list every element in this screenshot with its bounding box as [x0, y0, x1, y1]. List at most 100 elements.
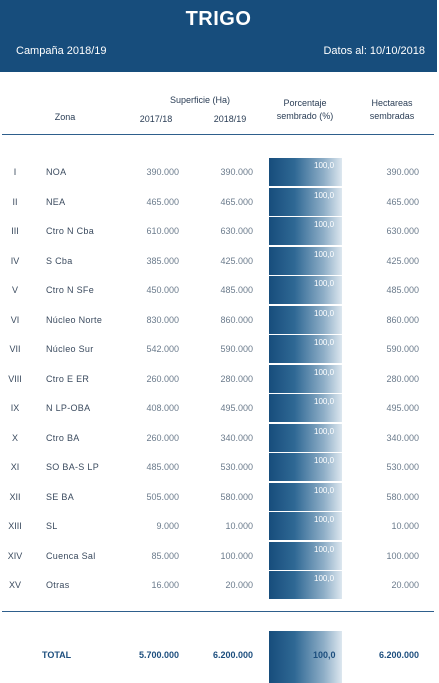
- zone-name: SE BA: [46, 492, 75, 502]
- percentage-label: 100,0: [314, 515, 335, 524]
- superficie-2018: 465.000: [220, 197, 253, 207]
- report-header: TRIGO Campaña 2018/19 Datos al: 10/10/20…: [0, 0, 437, 72]
- hectareas-sembradas: 100.000: [386, 551, 419, 561]
- zone-number: X: [11, 433, 18, 443]
- percentage-label: 100,0: [314, 220, 335, 229]
- zone-name: Núcleo Sur: [46, 344, 94, 354]
- hectareas-sembradas: 340.000: [386, 433, 419, 443]
- zone-number: XV: [8, 580, 21, 590]
- hectareas-sembradas: 580.000: [386, 492, 419, 502]
- table-row: XI SO BA-S LP 485.000 530.000 530.000: [0, 453, 439, 482]
- percentage-label: 100,0: [314, 456, 335, 465]
- table-row: II NEA 465.000 465.000 465.000: [0, 188, 439, 217]
- percentage-label: 100,0: [314, 427, 335, 436]
- percentage-label: 100,0: [314, 338, 335, 347]
- hectareas-sembradas: 485.000: [386, 285, 419, 295]
- superficie-2018: 580.000: [220, 492, 253, 502]
- superficie-2018: 340.000: [220, 433, 253, 443]
- percentage-bar: [269, 188, 342, 216]
- col-header-superficie: Superficie (Ha): [169, 95, 231, 105]
- percentage-bar: [269, 158, 342, 186]
- report-title: TRIGO: [185, 8, 252, 30]
- col-header-hectareas: Hectareas sembradas: [350, 97, 434, 123]
- percentage-label: 100,0: [314, 574, 335, 583]
- zone-name: Cuenca Sal: [46, 551, 96, 561]
- superficie-2017: 390.000: [146, 167, 179, 177]
- total-hectareas: 6.200.000: [378, 650, 419, 660]
- superficie-2017: 450.000: [146, 285, 179, 295]
- col-header-zona: Zona: [54, 112, 76, 122]
- col-header-porcentaje-line1: Porcentaje: [283, 98, 327, 108]
- zone-name: Ctro N Cba: [46, 226, 95, 236]
- zone-number: XI: [10, 462, 20, 472]
- hectareas-sembradas: 630.000: [386, 226, 419, 236]
- percentage-label: 100,0: [314, 486, 335, 495]
- table-row: IX N LP-OBA 408.000 495.000 495.000: [0, 394, 439, 423]
- superficie-2017: 610.000: [146, 226, 179, 236]
- zone-name: NEA: [46, 197, 66, 207]
- superficie-2018: 10.000: [225, 521, 253, 531]
- table-row: XV Otras 16.000 20.000 20.000: [0, 571, 439, 600]
- zone-number: XII: [9, 492, 21, 502]
- superficie-2017: 830.000: [146, 315, 179, 325]
- percentage-bar: [269, 542, 342, 570]
- total-superficie-2018: 6.200.000: [212, 650, 253, 660]
- hectareas-sembradas: 390.000: [386, 167, 419, 177]
- percentage-bar: [269, 483, 342, 511]
- superficie-2017: 542.000: [146, 344, 179, 354]
- percentage-label: 100,0: [314, 191, 335, 200]
- zone-number: XIII: [8, 521, 22, 531]
- percentage-label: 100,0: [314, 397, 335, 406]
- percentage-bar: [269, 512, 342, 540]
- percentage-bar: [269, 394, 342, 422]
- table-row: XIV Cuenca Sal 85.000 100.000 100.000: [0, 542, 439, 571]
- zone-number: III: [11, 226, 19, 236]
- hectareas-sembradas: 465.000: [386, 197, 419, 207]
- zone-name: Ctro N SFe: [46, 285, 95, 295]
- superficie-2018: 485.000: [220, 285, 253, 295]
- hectareas-sembradas: 10.000: [391, 521, 419, 531]
- hectareas-sembradas: 20.000: [391, 580, 419, 590]
- superficie-2017: 260.000: [146, 374, 179, 384]
- superficie-2017: 260.000: [146, 433, 179, 443]
- superficie-2018: 530.000: [220, 462, 253, 472]
- superficie-2018: 495.000: [220, 403, 253, 413]
- table-row: IV S Cba 385.000 425.000 425.000: [0, 247, 439, 276]
- col-header-hectareas-line1: Hectareas: [371, 98, 413, 108]
- zone-number: VIII: [8, 374, 22, 384]
- zone-number: I: [13, 167, 17, 177]
- table-row: X Ctro BA 260.000 340.000 340.000: [0, 424, 439, 453]
- percentage-bar: [269, 571, 342, 599]
- percentage-bar: [269, 217, 342, 245]
- zone-number: V: [11, 285, 18, 295]
- zone-number: VI: [10, 315, 20, 325]
- zone-name: N LP-OBA: [46, 403, 91, 413]
- percentage-bar: [269, 247, 342, 275]
- superficie-2018: 390.000: [220, 167, 253, 177]
- percentage-label: 100,0: [314, 279, 335, 288]
- zone-number: II: [12, 197, 18, 207]
- percentage-bar: [269, 365, 342, 393]
- hectareas-sembradas: 495.000: [386, 403, 419, 413]
- superficie-2018: 630.000: [220, 226, 253, 236]
- col-header-year-a: 2017/18: [139, 114, 173, 124]
- percentage-bar: [269, 424, 342, 452]
- zone-number: IV: [10, 256, 20, 266]
- col-header-porcentaje-line2: sembrado (%): [276, 111, 334, 121]
- superficie-2017: 385.000: [146, 256, 179, 266]
- zone-name: Ctro BA: [46, 433, 80, 443]
- percentage-label: 100,0: [314, 368, 335, 377]
- zone-name: SO BA-S LP: [46, 462, 100, 472]
- hectareas-sembradas: 530.000: [386, 462, 419, 472]
- hectareas-sembradas: 280.000: [386, 374, 419, 384]
- superficie-2017: 505.000: [146, 492, 179, 502]
- hectareas-sembradas: 425.000: [386, 256, 419, 266]
- percentage-bar: [269, 335, 342, 363]
- zone-name: S Cba: [46, 256, 73, 266]
- zone-name: Núcleo Norte: [46, 315, 103, 325]
- col-header-hectareas-line2: sembradas: [369, 111, 415, 121]
- campaign-label: Campaña 2018/19: [16, 45, 107, 57]
- percentage-label: 100,0: [314, 545, 335, 554]
- superficie-2018: 280.000: [220, 374, 253, 384]
- table-row: VI Núcleo Norte 830.000 860.000 860.000: [0, 306, 439, 335]
